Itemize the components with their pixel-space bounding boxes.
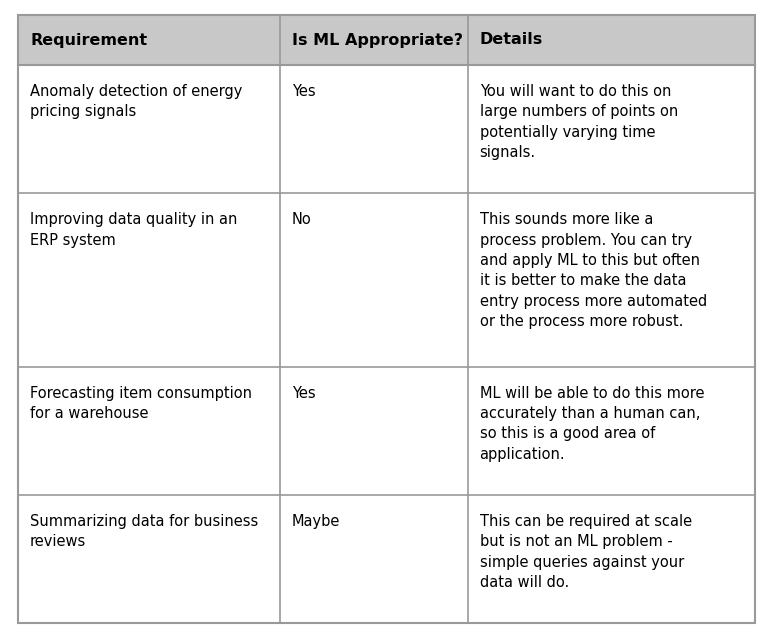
Text: This can be required at scale
but is not an ML problem -
simple queries against : This can be required at scale but is not…	[479, 513, 692, 590]
Text: Maybe: Maybe	[291, 513, 340, 529]
Text: Improving data quality in an
ERP system: Improving data quality in an ERP system	[30, 212, 237, 247]
Text: Forecasting item consumption
for a warehouse: Forecasting item consumption for a wareh…	[30, 385, 252, 421]
Text: You will want to do this on
large numbers of points on
potentially varying time
: You will want to do this on large number…	[479, 84, 678, 160]
Text: ML will be able to do this more
accurately than a human can,
so this is a good a: ML will be able to do this more accurate…	[479, 385, 704, 462]
Text: No: No	[291, 212, 312, 227]
Bar	[18, 15, 755, 65]
Text: Details: Details	[479, 33, 543, 47]
Text: Is ML Appropriate?: Is ML Appropriate?	[291, 33, 462, 47]
Text: Requirement: Requirement	[30, 33, 147, 47]
Text: This sounds more like a
process problem. You can try
and apply ML to this but of: This sounds more like a process problem.…	[479, 212, 707, 329]
Text: Yes: Yes	[291, 84, 315, 99]
Text: Summarizing data for business
reviews: Summarizing data for business reviews	[30, 513, 258, 549]
Text: Yes: Yes	[291, 385, 315, 401]
Text: Anomaly detection of energy
pricing signals: Anomaly detection of energy pricing sign…	[30, 84, 243, 119]
